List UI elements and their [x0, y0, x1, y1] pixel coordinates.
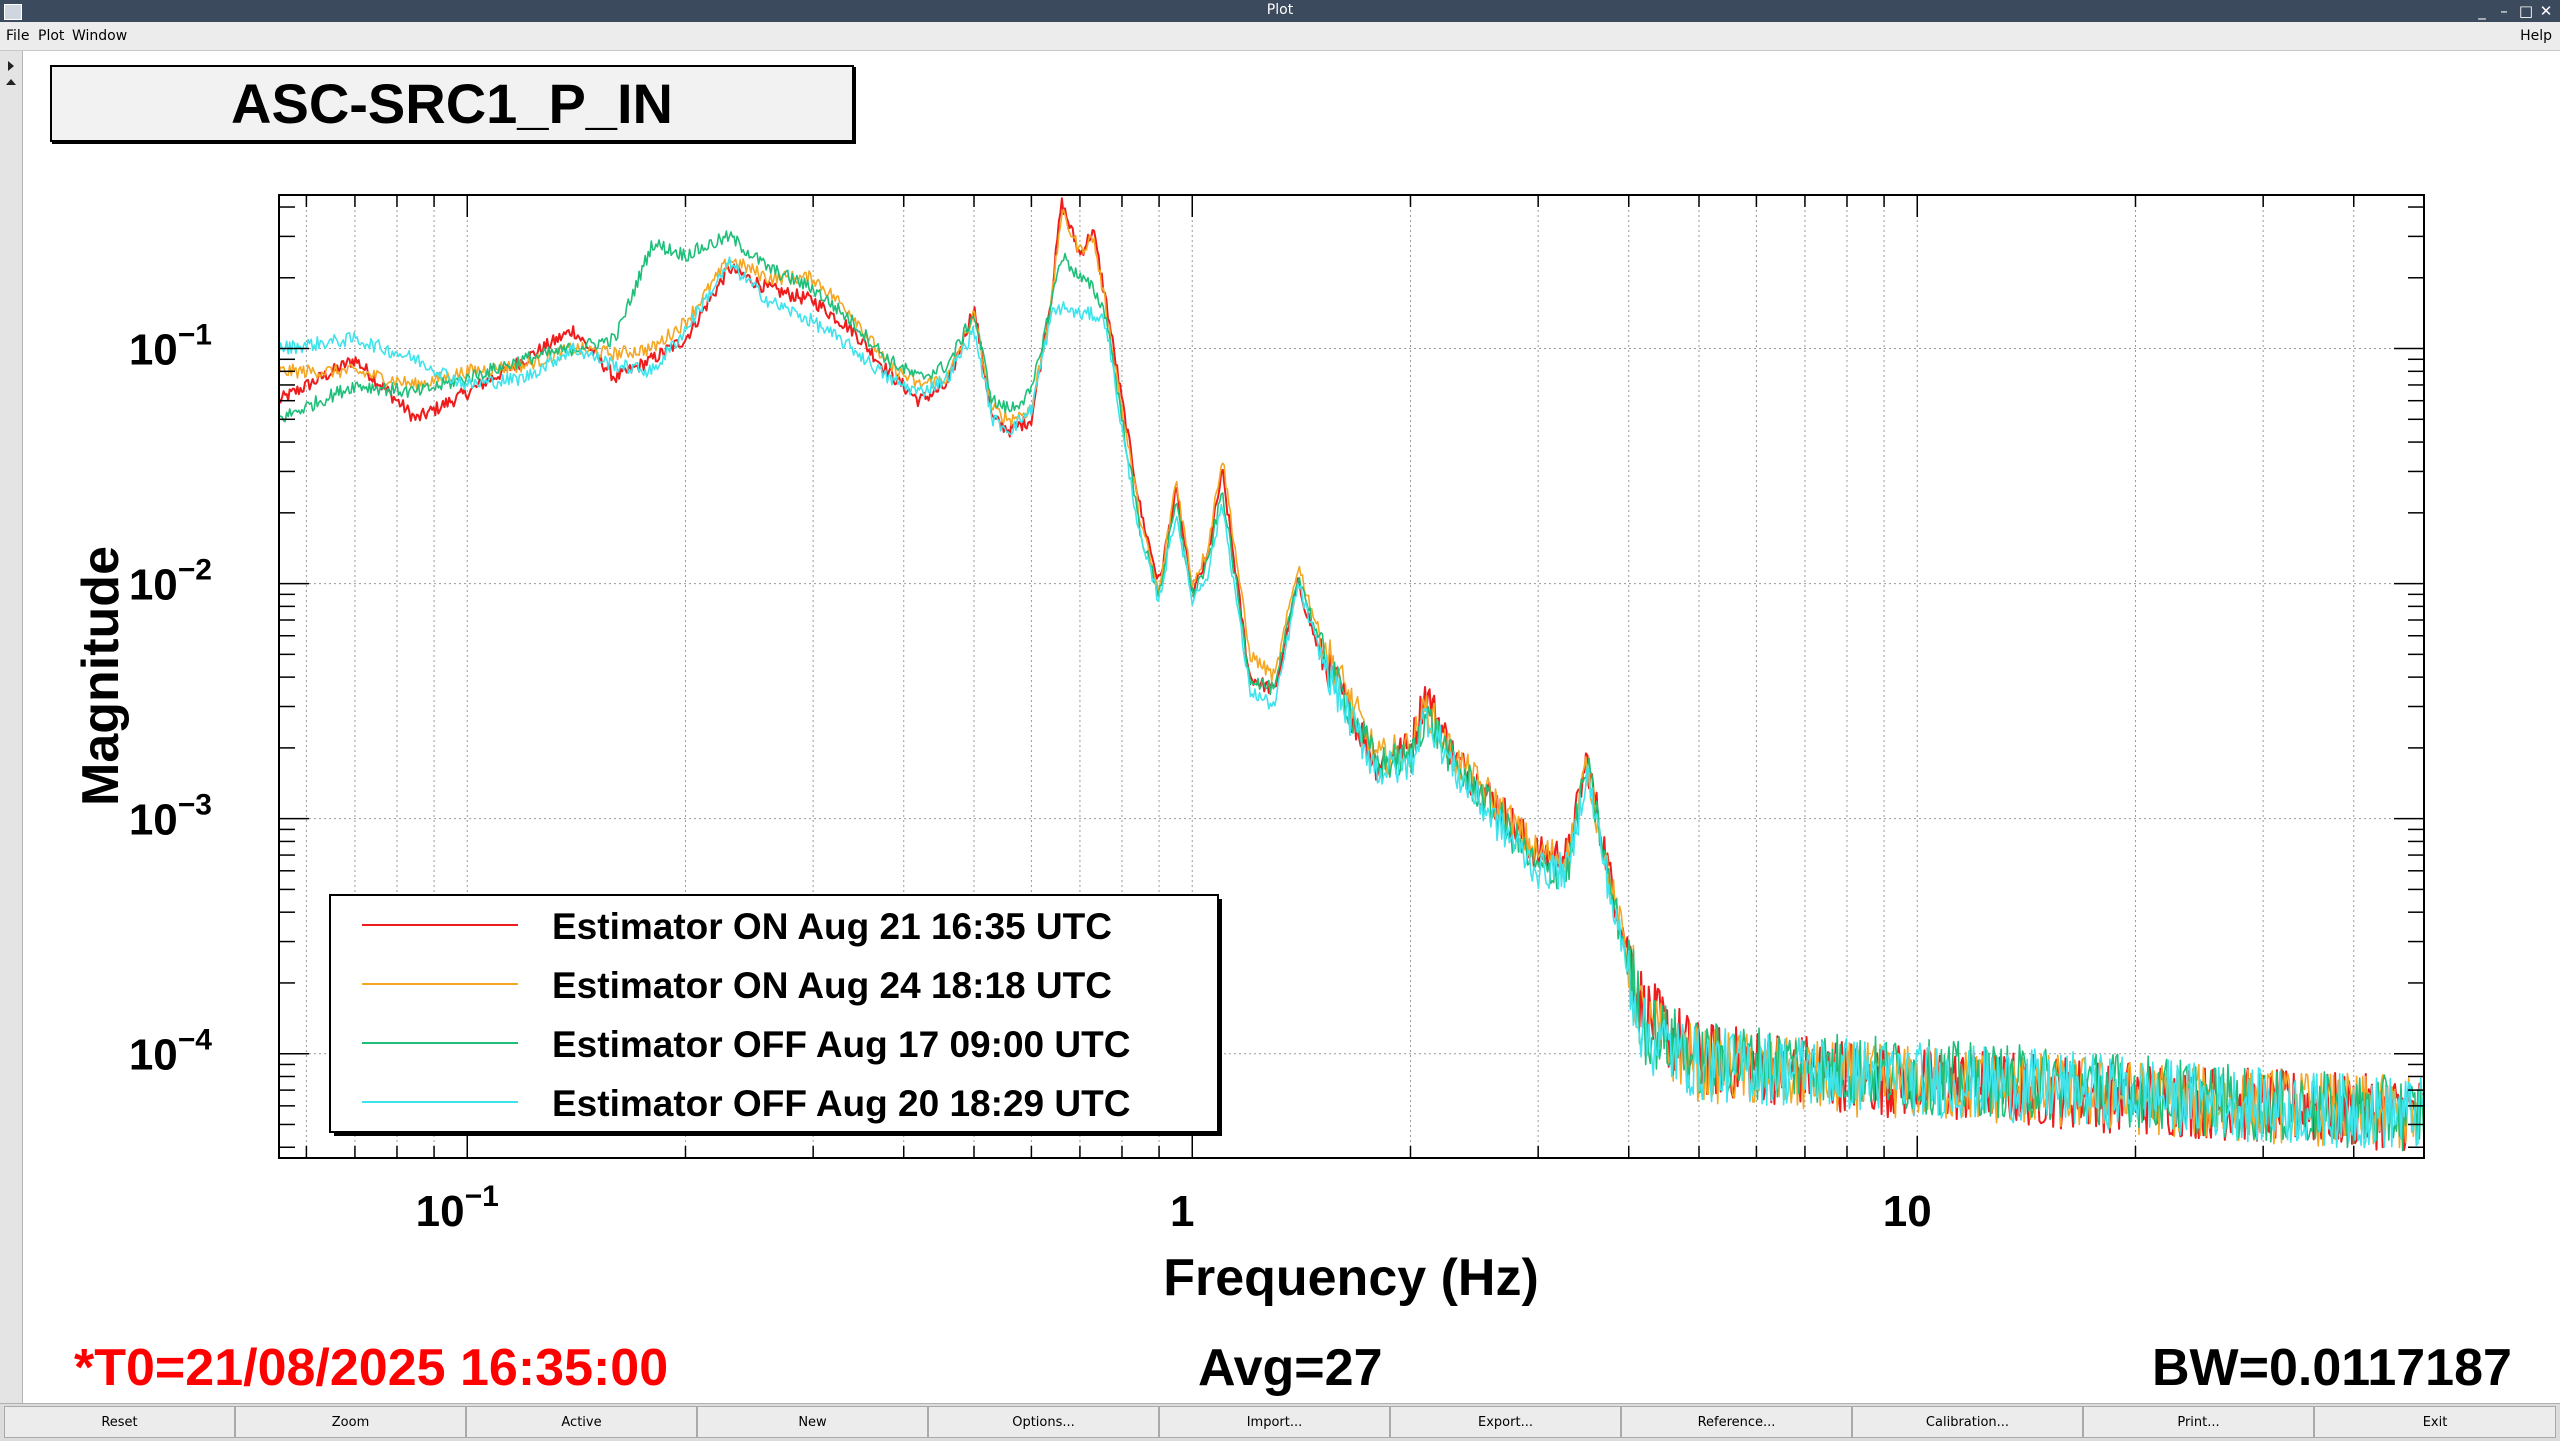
- options-button[interactable]: Options...: [928, 1406, 1159, 1438]
- minimize-icon[interactable]: _: [2478, 2, 2486, 20]
- close-icon[interactable]: ✕: [2539, 2, 2553, 20]
- y-axis-title: Magnitude: [72, 546, 130, 806]
- chart[interactable]: 10−1 1 10 10−1 10−2 10−3 10−4 Frequency (Hz) Mag…: [0, 0, 2560, 1403]
- y-tick-label-3: 10−4: [129, 1024, 212, 1080]
- window-title: Plot: [1266, 2, 1294, 18]
- series-lines: [278, 197, 2425, 1152]
- legend-label-1: Estimator ON Aug 24 18:18 UTC: [552, 965, 1112, 1006]
- axis-labels: 10−1 1 10 10−1 10−2 10−3 10−4 Frequency (Hz) Mag…: [72, 319, 1932, 1307]
- collapse-panel-icon[interactable]: [6, 79, 16, 85]
- x-tick-label-2: 10: [1883, 1187, 1932, 1236]
- y-tick-label-0: 10−1: [129, 319, 212, 375]
- new-button[interactable]: New: [697, 1406, 928, 1438]
- menu-window[interactable]: Window: [72, 28, 128, 44]
- plot-canvas[interactable]: [24, 51, 2560, 1401]
- menu-file[interactable]: File: [6, 28, 30, 44]
- legend-label-3: Estimator OFF Aug 20 18:29 UTC: [552, 1083, 1130, 1124]
- plot-title-box: ASC-SRC1_P_IN: [50, 65, 854, 142]
- t0-label: *T0=21/08/2025 16:35:00: [74, 1339, 669, 1397]
- reset-button[interactable]: Reset: [4, 1406, 235, 1438]
- window-titlebar: Plot _ – □ ✕: [0, 0, 2560, 22]
- menu-plot[interactable]: Plot: [38, 28, 65, 44]
- menu-bar: File Plot Window Help: [0, 22, 2560, 51]
- legend: Estimator ON Aug 21 16:35 UTC Estimator O…: [329, 894, 1222, 1136]
- x-tick-label-1: 1: [1170, 1187, 1194, 1236]
- expand-panel-icon[interactable]: [8, 61, 14, 71]
- button-bar: Reset Zoom Active New Options... Import.…: [0, 1403, 2560, 1441]
- axes-frame: [278, 194, 2425, 1159]
- plot-frame: [278, 194, 2425, 1159]
- import-button[interactable]: Import...: [1159, 1406, 1390, 1438]
- avg-label: Avg=27: [1198, 1339, 1383, 1397]
- plot-title: ASC-SRC1_P_IN: [231, 72, 673, 135]
- print-button[interactable]: Print...: [2083, 1406, 2314, 1438]
- active-button[interactable]: Active: [466, 1406, 697, 1438]
- legend-label-2: Estimator OFF Aug 17 09:00 UTC: [552, 1024, 1130, 1065]
- menu-help[interactable]: Help: [2520, 28, 2552, 44]
- maximize-icon[interactable]: □: [2518, 2, 2534, 20]
- y-tick-label-2: 10−3: [129, 789, 212, 845]
- calibration-button[interactable]: Calibration...: [1852, 1406, 2083, 1438]
- legend-box: [329, 894, 1219, 1133]
- x-tick-label-0: 10−1: [416, 1180, 499, 1236]
- exit-button[interactable]: Exit: [2314, 1406, 2556, 1438]
- y-tick-label-1: 10−2: [129, 554, 212, 610]
- series-line-3: [278, 256, 2425, 1149]
- export-button[interactable]: Export...: [1390, 1406, 1621, 1438]
- grid-lines: [279, 195, 2425, 1158]
- zoom-button[interactable]: Zoom: [235, 1406, 466, 1438]
- legend-label-0: Estimator ON Aug 21 16:35 UTC: [552, 906, 1112, 947]
- app-icon: [4, 4, 22, 20]
- reference-button[interactable]: Reference...: [1621, 1406, 1852, 1438]
- side-panel-strip: [0, 51, 23, 1403]
- shade-icon[interactable]: –: [2500, 2, 2508, 20]
- x-axis-title: Frequency (Hz): [1163, 1249, 1539, 1307]
- bw-label: BW=0.0117187: [2152, 1339, 2512, 1397]
